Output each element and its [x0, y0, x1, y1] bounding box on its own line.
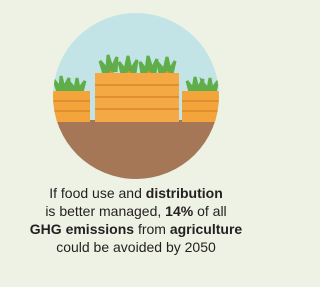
bold-text: GHG emissions [30, 221, 134, 237]
garden-scene [40, 10, 240, 184]
caption-line: If food use and distribution [0, 184, 272, 202]
text: is better managed, [45, 203, 165, 219]
text: from [134, 221, 170, 237]
text: of all [193, 203, 226, 219]
text: If food use and [49, 185, 146, 201]
caption-line: is better managed, 14% of all [0, 202, 272, 220]
text: could be avoided by 2050 [56, 239, 216, 255]
crate [48, 76, 90, 122]
crate [95, 55, 179, 122]
caption-line: could be avoided by 2050 [0, 238, 272, 256]
bold-text: 14% [165, 203, 193, 219]
illustration [0, 0, 272, 184]
caption-line: GHG emissions from agriculture [0, 220, 272, 238]
bold-text: distribution [146, 185, 223, 201]
crate [182, 77, 226, 122]
bold-text: agriculture [170, 221, 242, 237]
